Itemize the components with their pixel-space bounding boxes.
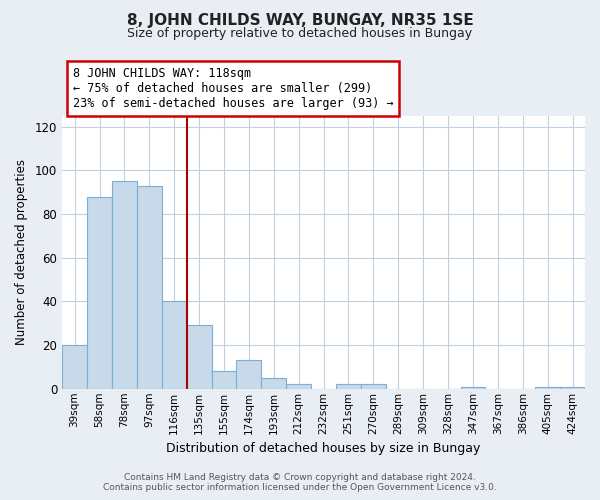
Bar: [112, 181, 137, 389]
Text: Contains HM Land Registry data © Crown copyright and database right 2024.
Contai: Contains HM Land Registry data © Crown c…: [103, 473, 497, 492]
Bar: [535, 386, 560, 389]
Bar: [187, 326, 212, 389]
Bar: [212, 372, 236, 389]
Bar: [336, 384, 361, 389]
Y-axis label: Number of detached properties: Number of detached properties: [15, 159, 28, 345]
Bar: [560, 386, 585, 389]
Bar: [87, 196, 112, 389]
Bar: [262, 378, 286, 389]
Text: 8 JOHN CHILDS WAY: 118sqm
← 75% of detached houses are smaller (299)
23% of semi: 8 JOHN CHILDS WAY: 118sqm ← 75% of detac…: [73, 67, 393, 110]
Bar: [62, 345, 87, 389]
Bar: [361, 384, 386, 389]
Text: Size of property relative to detached houses in Bungay: Size of property relative to detached ho…: [127, 28, 473, 40]
Bar: [461, 386, 485, 389]
X-axis label: Distribution of detached houses by size in Bungay: Distribution of detached houses by size …: [166, 442, 481, 455]
Bar: [162, 302, 187, 389]
Bar: [286, 384, 311, 389]
Bar: [137, 186, 162, 389]
Text: 8, JOHN CHILDS WAY, BUNGAY, NR35 1SE: 8, JOHN CHILDS WAY, BUNGAY, NR35 1SE: [127, 12, 473, 28]
Bar: [236, 360, 262, 389]
